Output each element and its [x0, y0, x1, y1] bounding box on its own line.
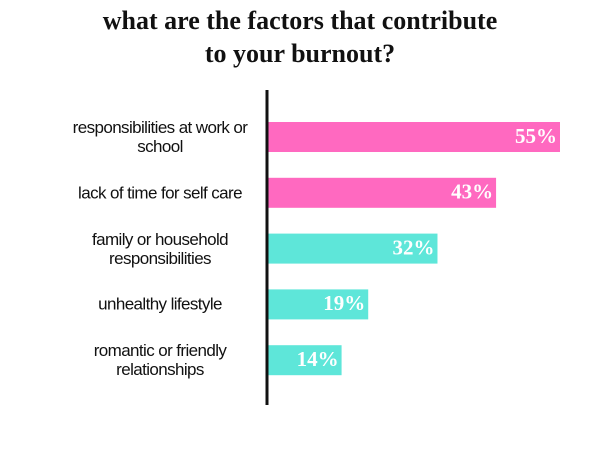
bar	[268, 345, 342, 376]
bar	[268, 122, 560, 152]
value-label: 43%	[451, 180, 493, 204]
bar	[268, 289, 369, 320]
bar	[268, 177, 497, 208]
bar	[268, 233, 438, 264]
category-label: responsibilities at work or school	[72, 118, 248, 156]
category-label: unhealthy lifestyle	[98, 294, 222, 314]
chart-title: what are the factors that contribute to …	[102, 6, 498, 68]
value-label: 32%	[392, 235, 434, 259]
value-label: 14%	[297, 347, 339, 371]
category-label: family or household responsibilities	[91, 229, 229, 268]
category-label: lack of time for self care	[78, 183, 243, 203]
value-label: 19%	[323, 291, 365, 315]
category-label: romantic or friendly relationships	[93, 341, 227, 380]
value-label: 55%	[515, 124, 557, 148]
